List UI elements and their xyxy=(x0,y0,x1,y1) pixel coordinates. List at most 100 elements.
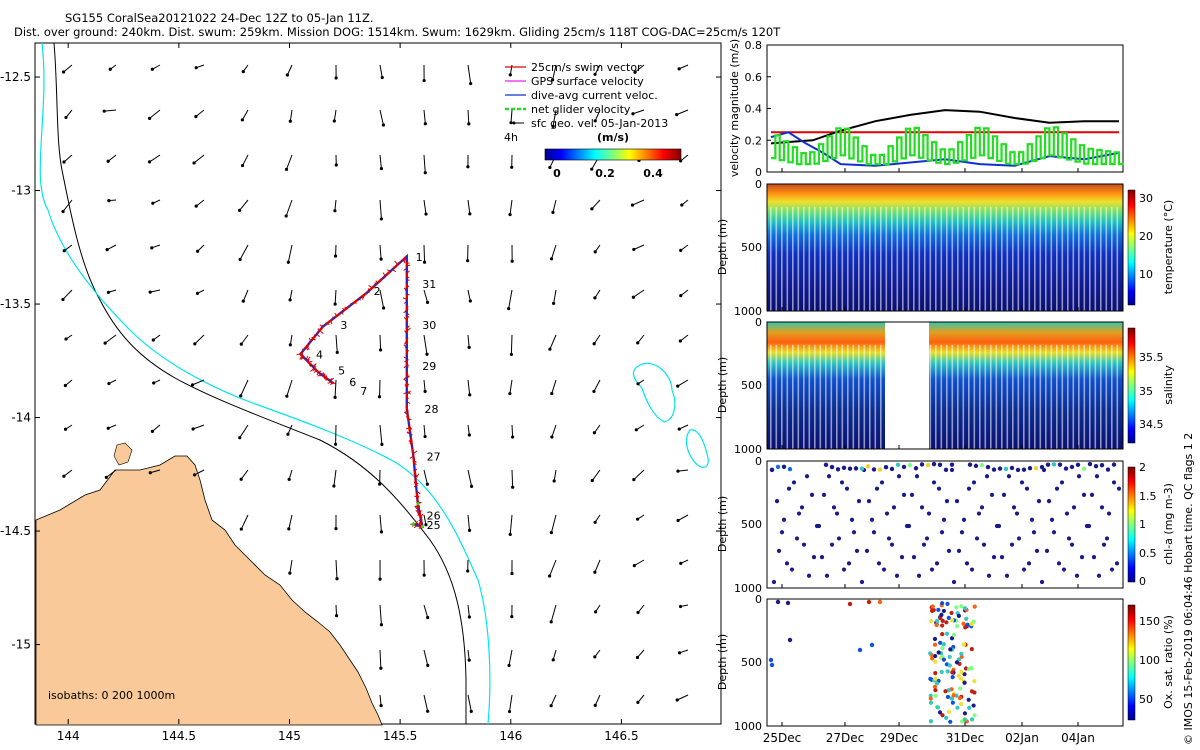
salinity-panel: 0 500 1000 Depth (m) 35.5 35 34.5 salini… xyxy=(716,316,1175,456)
chla-point xyxy=(1034,548,1040,553)
velocity-vector-head xyxy=(593,610,598,614)
chla-point xyxy=(871,530,877,535)
chla-point xyxy=(999,555,1005,560)
chla-point xyxy=(966,486,972,491)
velocity-vector-head xyxy=(422,260,427,264)
velocity-vector xyxy=(677,469,689,472)
oxygen-point xyxy=(972,713,977,718)
oxygen-point xyxy=(928,700,934,705)
chla-point xyxy=(989,492,995,497)
velocity-vector-head xyxy=(148,471,152,475)
velocity-vector-head xyxy=(467,433,471,437)
temp-ytick-2: 1000 xyxy=(734,305,762,318)
velocity-vector xyxy=(508,649,513,666)
velocity-vector-head xyxy=(286,260,290,264)
ox-ytick-2: 1000 xyxy=(734,720,762,733)
velocity-vector-head xyxy=(285,73,289,77)
day-label: 27 xyxy=(427,451,441,464)
velocity-vector-head xyxy=(593,72,597,76)
chla-point xyxy=(919,505,925,510)
velocity-vector-head xyxy=(241,69,245,74)
chla-surface-point xyxy=(1069,464,1075,470)
oxygen-point xyxy=(775,599,781,605)
velocity-vector xyxy=(467,694,472,712)
oxygen-panel: 0 500 1000 Depth (m) 150 100 50 Ox. sat.… xyxy=(716,168,1175,745)
chla-point xyxy=(809,492,815,497)
oxygen-point xyxy=(946,709,952,714)
velocity-vector-head xyxy=(148,290,152,294)
velocity-vector-head xyxy=(240,118,244,122)
velocity-vector-head xyxy=(677,427,681,431)
chla-point xyxy=(774,499,780,504)
chla-point xyxy=(876,561,882,566)
map-xtick-label: 144 xyxy=(57,729,80,743)
oxygen-point xyxy=(944,620,949,625)
chla-point xyxy=(979,505,985,510)
profile-gap xyxy=(825,206,827,311)
oxygen-point xyxy=(963,666,969,671)
velocity-vector xyxy=(242,289,249,302)
day-label: 26 xyxy=(427,510,441,523)
velocity-vector-head xyxy=(593,570,597,574)
velocity-vector-head xyxy=(679,248,683,253)
legend-net: net glider velocity xyxy=(531,103,631,116)
oxygen-point xyxy=(933,653,938,659)
velocity-vector xyxy=(634,559,645,567)
oxygen-point xyxy=(946,615,951,620)
velocity-vector xyxy=(637,649,645,658)
chla-point xyxy=(1024,486,1030,491)
velocity-vector-head xyxy=(676,384,680,388)
velocity-vector-head xyxy=(552,479,556,483)
chla-surface-point xyxy=(1093,464,1099,469)
velocity-vector xyxy=(634,64,645,73)
profile-gap xyxy=(1111,344,1113,449)
map-xtick-label: 146 xyxy=(499,729,522,743)
oxygen-point xyxy=(969,717,975,722)
velocity-vector-head xyxy=(551,658,555,662)
sal-ylabel: Depth (m) xyxy=(716,357,729,413)
velocity-vector-head xyxy=(675,113,679,117)
chla-point xyxy=(1079,555,1085,560)
map-ytick-label: -12.5 xyxy=(0,70,31,84)
profile-gap xyxy=(984,344,987,449)
profile-gap xyxy=(1105,344,1108,449)
chla-point xyxy=(924,536,930,541)
velocity-vector-head xyxy=(285,394,289,398)
profile-gap xyxy=(1012,344,1014,449)
chla-surface-point xyxy=(841,465,847,470)
chla-surface-point xyxy=(781,464,787,469)
velocity-vector-head xyxy=(593,296,597,300)
chla-surface-point xyxy=(871,467,877,472)
oxygen-point xyxy=(933,659,938,664)
chla-point xyxy=(926,511,932,516)
profile-gap xyxy=(775,344,778,449)
profile-gap xyxy=(814,206,816,311)
day-label: 28 xyxy=(424,403,438,416)
profile-gap xyxy=(852,206,855,311)
velocity-vector-head xyxy=(593,520,597,524)
velocity-vector xyxy=(194,469,205,476)
velocity-vector-head xyxy=(379,257,383,261)
velocity-vector xyxy=(286,379,293,397)
island-small-1 xyxy=(113,442,133,466)
velocity-vector-head xyxy=(509,121,513,125)
velocity-vector-head xyxy=(426,615,430,620)
oxygen-point xyxy=(877,599,883,605)
velocity-vector-head xyxy=(630,203,635,207)
oxygen-point xyxy=(966,697,971,702)
chla-point xyxy=(914,474,920,479)
oxygen-point xyxy=(967,705,972,711)
velocity-vector-head xyxy=(194,204,198,208)
profile-gap xyxy=(962,344,965,449)
velocity-vector-head xyxy=(287,527,291,531)
velocity-vector-head xyxy=(107,199,111,203)
velocity-vector-head xyxy=(192,161,196,165)
velocity-vector-head xyxy=(551,124,555,128)
profile-gap xyxy=(951,344,954,449)
velocity-vector-head xyxy=(425,352,429,356)
oxygen-point xyxy=(940,618,945,623)
profile-gap xyxy=(830,206,833,311)
oxygen-point xyxy=(967,666,972,671)
velocity-vector-head xyxy=(469,81,473,86)
profile-gap xyxy=(968,344,970,449)
